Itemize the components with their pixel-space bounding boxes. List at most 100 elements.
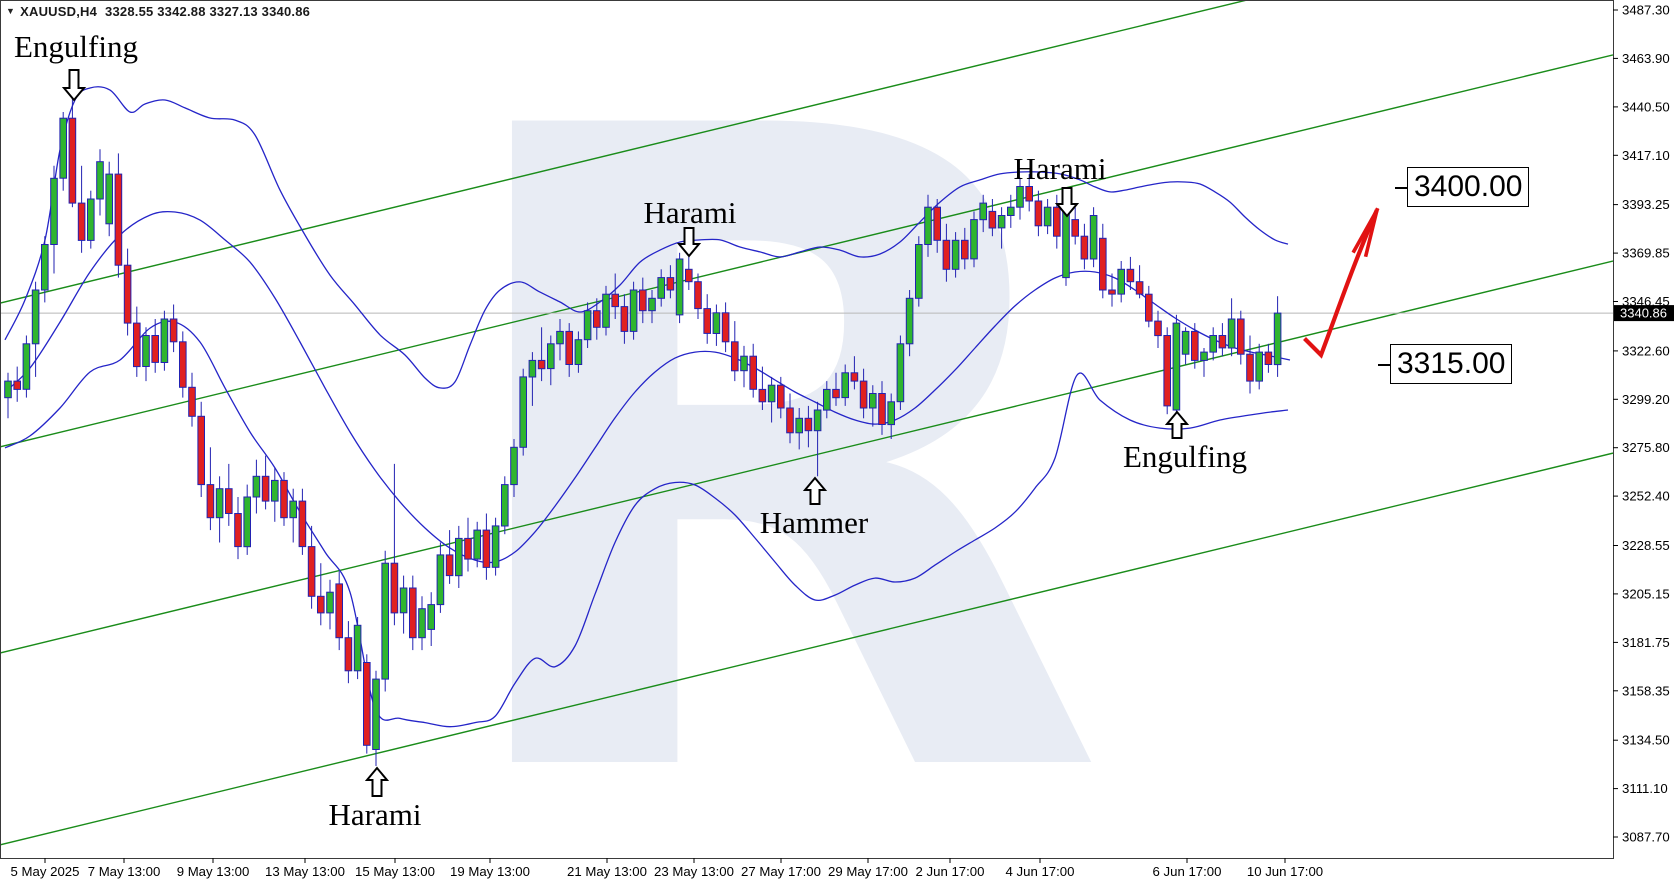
candle-body-up — [547, 343, 555, 370]
candle-body-up — [31, 289, 40, 345]
candle-body-down — [151, 335, 159, 363]
ohlc-values-label: 3328.55 3342.88 3327.13 3340.86 — [105, 4, 311, 19]
pattern-label[interactable]: Harami — [329, 797, 422, 832]
candle-body-up — [813, 409, 822, 432]
time-axis[interactable]: 5 May 2025 7 May 13:00 9 May 13:00 13 May 1… — [11, 858, 1324, 879]
time-tick-label: 7 May 13:00 — [88, 864, 161, 879]
candle-body-down — [749, 355, 758, 390]
candle-body-down — [409, 587, 417, 639]
candle-body-up — [905, 297, 914, 345]
pattern-annotation-harami[interactable]: Harami — [644, 195, 737, 258]
pattern-label[interactable]: Harami — [1014, 151, 1107, 186]
pattern-label[interactable]: Engulfing — [14, 29, 138, 64]
candle-body-up — [519, 376, 528, 448]
trend-channel-line-3[interactable] — [0, 260, 1613, 654]
time-tick-label: 19 May 13:00 — [450, 864, 530, 879]
price-tick-label: 3134.50 — [1622, 733, 1670, 748]
candle-body-down — [942, 239, 951, 270]
candle-body-down — [280, 479, 288, 519]
candle-body-down — [169, 318, 178, 343]
down-block-arrow-icon[interactable] — [61, 69, 87, 102]
candle-body-up — [142, 335, 150, 367]
candle-body-down — [482, 529, 491, 568]
candle-body-down — [988, 210, 997, 229]
candle-body-up — [252, 475, 261, 498]
candle-body-down — [961, 239, 969, 260]
candle-body-down — [344, 637, 353, 672]
up-block-arrow-icon[interactable] — [802, 476, 828, 505]
candle-body-down — [694, 281, 702, 310]
candle-body-up — [740, 355, 748, 372]
price-tick-label: 3158.35 — [1622, 683, 1670, 698]
pattern-annotation-harami[interactable]: Harami — [1014, 151, 1107, 218]
time-tick-label: 2 Jun 17:00 — [916, 864, 985, 879]
candle-body-up — [1172, 322, 1181, 411]
candle-body-up — [887, 401, 896, 426]
time-tick-label: 10 Jun 17:00 — [1247, 864, 1323, 879]
pattern-annotation-hammer[interactable]: Hammer — [760, 476, 869, 540]
candle-body-up — [1062, 206, 1070, 279]
candle-body-down — [225, 488, 233, 515]
candle-body-down — [390, 562, 399, 614]
candle-body-up — [372, 678, 380, 750]
bullish-projection-arrow[interactable] — [1303, 207, 1380, 359]
price-tick-label: 3205.15 — [1622, 586, 1670, 601]
candle-body-up — [602, 293, 610, 328]
time-tick-label: 5 May 2025 — [11, 864, 80, 879]
pattern-annotation-harami[interactable]: Harami — [329, 766, 422, 832]
price-target-label-3315[interactable]: 3315.00 — [1378, 344, 1513, 384]
candle-body-down — [685, 268, 693, 283]
candle-body-up — [795, 417, 804, 434]
time-tick-label: 21 May 13:00 — [567, 864, 647, 879]
time-tick-label: 6 Jun 17:00 — [1153, 864, 1222, 879]
price-tick-label: 3417.10 — [1622, 148, 1670, 163]
candle-body-down — [565, 330, 574, 365]
price-tick-label: 3322.60 — [1622, 343, 1670, 358]
candle-body-up — [160, 318, 169, 363]
trend-channel-line-4[interactable] — [0, 452, 1613, 846]
current-price-tag-text: 3340.86 — [1620, 306, 1667, 321]
price-target-label-3400[interactable]: 3400.00 — [1395, 167, 1530, 207]
candle-body-down — [878, 393, 886, 425]
candle-body-up — [574, 339, 583, 366]
price-axis[interactable]: 3487.30 3463.90 3440.50 3417.10 3393.25 3369.… — [1613, 3, 1670, 845]
down-block-arrow-icon[interactable] — [676, 227, 702, 258]
pattern-label[interactable]: Harami — [644, 195, 737, 230]
candle-body-down — [850, 372, 859, 382]
projection-arrow-shaft — [1303, 209, 1379, 359]
candle-body-up — [59, 117, 68, 179]
candle-body-up — [767, 384, 776, 403]
trend-channel-line-1[interactable] — [0, 0, 1247, 304]
projection-arrow-head — [1351, 207, 1380, 258]
down-block-arrow-icon[interactable] — [1054, 187, 1080, 218]
up-block-arrow-icon[interactable] — [1164, 410, 1190, 439]
pattern-label[interactable]: Engulfing — [1123, 439, 1247, 474]
candle-body-up — [1227, 318, 1236, 349]
pattern-annotation-engulfing[interactable]: Engulfing — [1123, 410, 1247, 474]
candle-body-up — [951, 239, 960, 270]
candle-body-down — [593, 310, 601, 328]
candle-body-down — [1163, 335, 1172, 407]
target-tick-dash — [1395, 187, 1407, 189]
candle-body-up — [491, 525, 500, 568]
trend-channel[interactable] — [0, 0, 1613, 846]
candle-body-down — [197, 415, 205, 486]
candle-body-down — [1237, 318, 1245, 355]
time-tick-label: 13 May 13:00 — [265, 864, 345, 879]
candle-body-down — [1218, 335, 1227, 349]
time-tick-label: 27 May 17:00 — [741, 864, 821, 879]
chevron-down-icon[interactable]: ▼ — [6, 6, 16, 16]
candle-body-down — [804, 417, 813, 432]
pattern-annotation-engulfing[interactable]: Engulfing — [14, 29, 138, 102]
pattern-label[interactable]: Hammer — [760, 505, 869, 540]
candle-body-up — [353, 624, 362, 672]
candle-body-up — [243, 496, 251, 548]
up-block-arrow-icon[interactable] — [364, 766, 390, 797]
candle-body-down — [1126, 268, 1135, 283]
candle-body-up — [528, 359, 537, 378]
target-price-text: 3400.00 — [1414, 170, 1523, 203]
trend-channel-line-2[interactable] — [0, 54, 1613, 448]
candle-body-down — [13, 380, 21, 390]
